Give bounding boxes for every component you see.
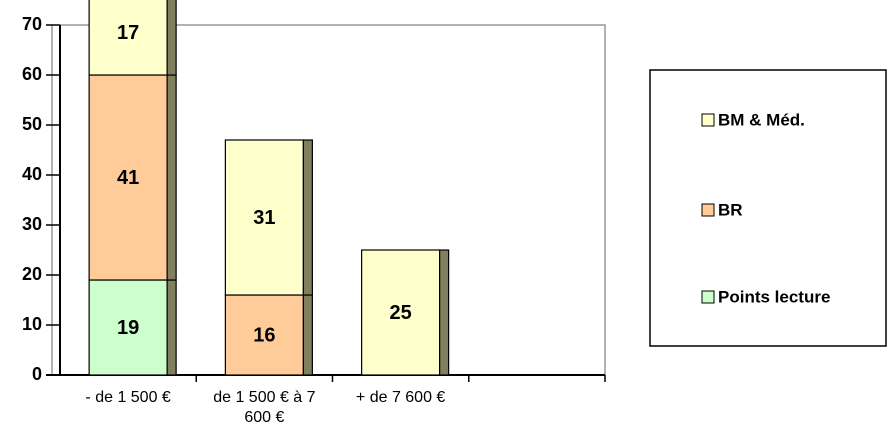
legend-label: BR [718, 200, 743, 219]
legend-box [649, 69, 887, 347]
y-tick-label: 50 [22, 114, 42, 134]
legend-label: BM & Méd. [718, 110, 805, 129]
legend-swatch [701, 113, 715, 127]
data-label: 17 [117, 22, 139, 44]
y-tick-label: 60 [22, 64, 42, 84]
legend-label: Points lecture [718, 287, 830, 306]
bar-segment [224, 139, 304, 296]
y-tick-label: 30 [22, 214, 42, 234]
y-tick-label: 10 [22, 314, 42, 334]
y-tick-label: 40 [22, 164, 42, 184]
data-label: 16 [253, 324, 275, 346]
legend-swatch [701, 290, 715, 304]
bar-segment [88, 0, 168, 76]
legend-swatch [701, 203, 715, 217]
bar-side [302, 139, 313, 296]
y-tick-label: 20 [22, 264, 42, 284]
bar-segment [224, 294, 304, 376]
bar-segment [361, 249, 441, 376]
x-tick-label: - de 1 500 € [85, 389, 171, 406]
x-tick-label: + de 7 600 € [355, 389, 446, 406]
data-label: 31 [253, 207, 275, 229]
x-tick-label: de 1 500 € à 7 600 € [213, 389, 316, 426]
bar-side [166, 279, 177, 376]
bar-side [166, 0, 177, 76]
y-tick-label: 70 [22, 14, 42, 34]
data-label: 41 [117, 167, 139, 189]
data-label: 19 [117, 317, 139, 339]
bar-side [439, 249, 450, 376]
bar-side [166, 74, 177, 281]
y-tick-label: 0 [32, 364, 42, 384]
bar-side [302, 294, 313, 376]
data-label: 25 [390, 302, 412, 324]
